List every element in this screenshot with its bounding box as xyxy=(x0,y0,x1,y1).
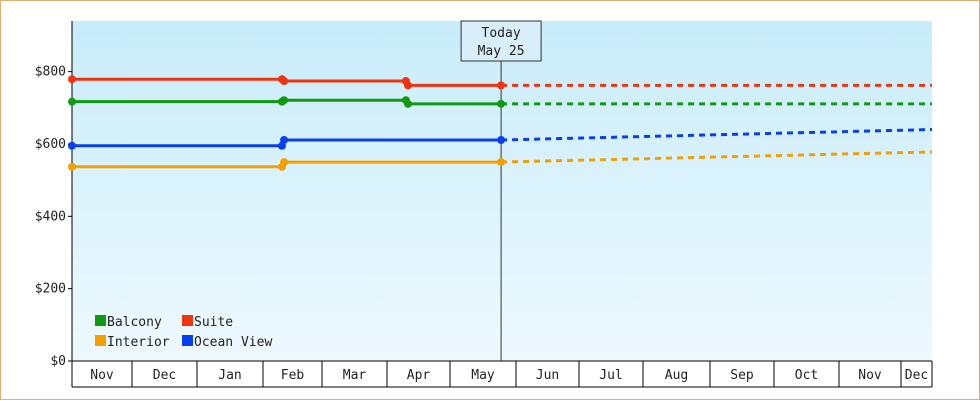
legend-label: Interior xyxy=(107,335,170,350)
today-label-text: Today xyxy=(482,26,521,41)
x-month-label: Nov xyxy=(90,368,114,383)
legend-swatch xyxy=(95,335,106,346)
legend-item: Suite xyxy=(182,315,233,330)
x-month-label: Dec xyxy=(153,368,176,383)
x-month-label: Jan xyxy=(218,368,241,383)
today-label-text: May 25 xyxy=(478,44,525,59)
series-forecast-line xyxy=(501,150,933,164)
x-month-label: May xyxy=(471,368,495,383)
legend-item: Interior xyxy=(95,335,170,350)
y-tick-label: $200 xyxy=(35,282,66,297)
plot-background xyxy=(72,21,932,361)
series-point xyxy=(497,81,506,90)
legend-swatch xyxy=(182,315,193,326)
legend-swatch xyxy=(182,335,193,346)
series-forecast-line xyxy=(501,128,933,142)
series-point xyxy=(280,96,289,105)
series-interior xyxy=(68,150,933,171)
series-point xyxy=(280,158,289,167)
x-month-label: Mar xyxy=(343,368,367,383)
legend-label: Ocean View xyxy=(194,335,272,350)
y-tick-label: $400 xyxy=(35,209,66,224)
series-point xyxy=(280,77,289,86)
series-point xyxy=(497,99,506,108)
legend: Balcony Suite Interior Ocean View xyxy=(95,315,272,350)
legend-item: Ocean View xyxy=(182,335,272,350)
series-point xyxy=(497,136,506,144)
x-month-label: Apr xyxy=(407,368,431,383)
today-marker: Today May 25 xyxy=(460,20,542,361)
series-point xyxy=(68,162,76,171)
series-point xyxy=(68,97,76,106)
x-month-label: Oct xyxy=(795,368,818,383)
series-point xyxy=(497,158,506,167)
x-month-label: Dec xyxy=(905,368,928,383)
y-tick-label: $600 xyxy=(35,137,66,152)
y-axis: $0 $200 $400 $600 $800 xyxy=(35,21,932,369)
series-actual-line xyxy=(72,77,502,87)
today-label-box xyxy=(460,20,542,62)
x-month-label: Jul xyxy=(599,368,622,383)
series-point xyxy=(68,75,76,84)
legend-label: Balcony xyxy=(107,315,162,330)
y-tick-label: $0 xyxy=(50,354,66,369)
series-point xyxy=(280,136,289,144)
series-point xyxy=(68,141,76,150)
legend-item: Balcony xyxy=(95,315,162,330)
series-layer xyxy=(68,75,933,171)
series-point xyxy=(404,81,412,90)
x-month-label: Nov xyxy=(858,368,882,383)
x-month-label: Feb xyxy=(281,368,305,383)
x-month-label: Sep xyxy=(730,368,754,383)
legend-label: Suite xyxy=(194,315,233,330)
x-month-label: Aug xyxy=(665,368,688,383)
series-ocean-view xyxy=(68,128,933,150)
x-month-label: Jun xyxy=(536,368,559,383)
y-tick-label: $800 xyxy=(35,65,66,80)
series-suite xyxy=(68,75,932,90)
series-actual-line xyxy=(72,98,502,106)
series-point xyxy=(404,99,412,108)
x-axis: Nov Dec Jan Feb Mar Apr May Jun Jul Aug Sep Oct Nov D… xyxy=(71,361,933,388)
series-balcony xyxy=(68,96,932,108)
legend-swatch xyxy=(95,315,106,326)
